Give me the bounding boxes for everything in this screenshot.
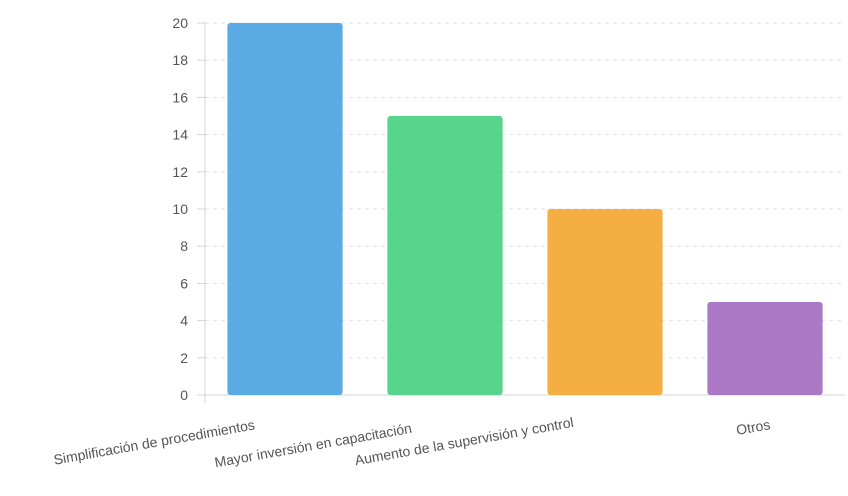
- y-tick-label: 8: [180, 238, 188, 254]
- y-tick-label: 4: [180, 313, 188, 329]
- y-tick-label: 6: [180, 275, 188, 291]
- y-tick-label: 20: [172, 15, 188, 31]
- y-tick-label: 12: [172, 164, 188, 180]
- bar-4: [707, 302, 823, 395]
- y-tick-label: 0: [180, 387, 188, 403]
- y-tick-label: 2: [180, 350, 188, 366]
- y-tick-label: 18: [172, 52, 188, 68]
- bar-3: [547, 209, 663, 395]
- y-axis-ticks: 0 2 4 6 8 10 12 14 16 18 20: [172, 15, 205, 403]
- bar-1: [227, 23, 343, 395]
- y-tick-label: 10: [172, 201, 188, 217]
- y-tick-label: 16: [172, 89, 188, 105]
- x-category-label: Otros: [735, 416, 771, 438]
- bar-2: [387, 116, 503, 395]
- bars: [227, 23, 823, 395]
- y-tick-label: 14: [172, 127, 188, 143]
- x-category-label: Aumento de la supervisión y control: [354, 414, 575, 468]
